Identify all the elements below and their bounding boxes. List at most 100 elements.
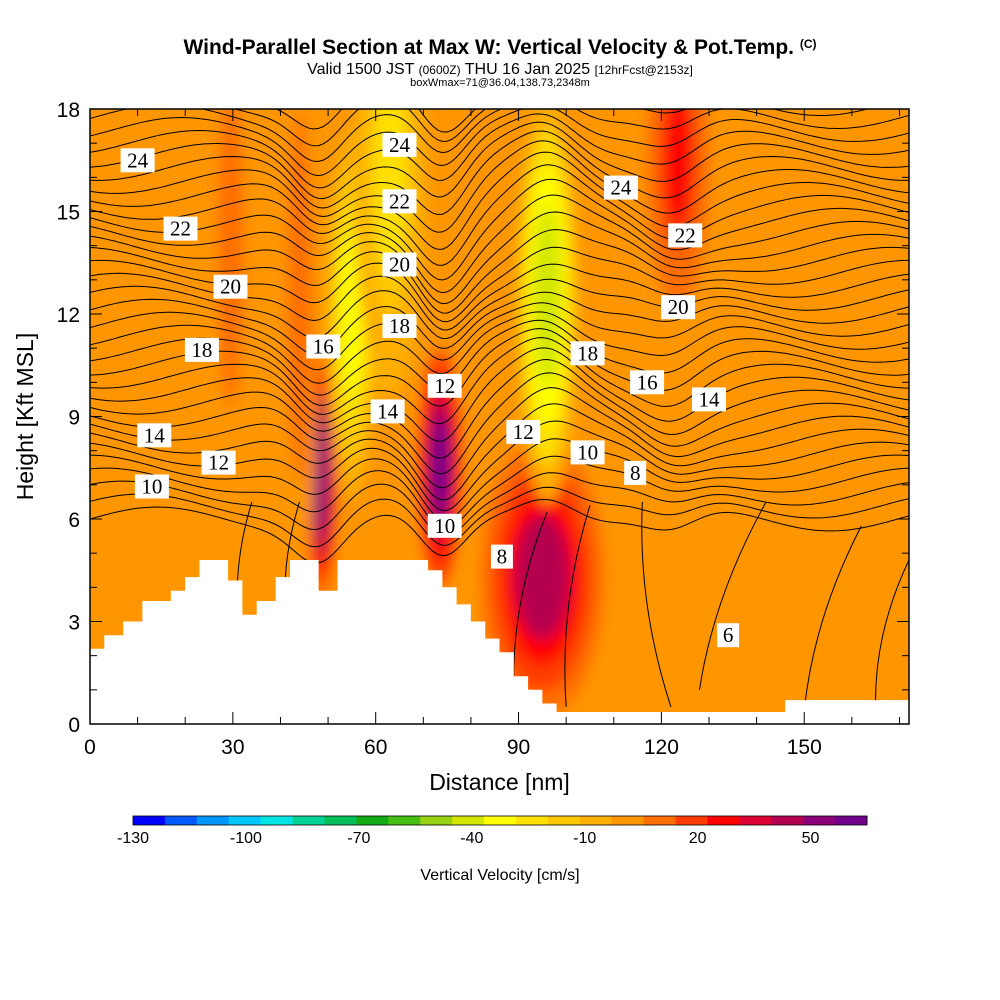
contour-label: 22	[668, 223, 703, 248]
contour-label: 16	[630, 370, 665, 395]
colorbar-swatch	[707, 816, 740, 825]
plot-area: 24 22 20 18 16 14 12 10 24 22 20 18 14 12 12 10 8 24 22 20 1…	[90, 109, 909, 724]
colorbar-label: Vertical Velocity [cm/s]	[420, 867, 579, 884]
contour-label-text: 14	[144, 423, 166, 447]
colorbar-swatch	[835, 816, 868, 825]
colorbar-swatch	[324, 816, 357, 825]
colorbar-swatch	[484, 816, 517, 825]
isentrope-line	[90, 278, 909, 339]
contour-label-text: 12	[513, 420, 534, 444]
contour-label: 12	[427, 373, 462, 398]
colorbar-swatch	[260, 816, 294, 825]
colorbar-swatch	[452, 816, 485, 825]
isentrope-line	[90, 372, 909, 475]
contour-label-text: 14	[699, 387, 721, 411]
contour-label: 24	[120, 148, 155, 173]
y-tick-label: 12	[57, 304, 80, 327]
colorbar-swatch	[356, 816, 389, 825]
colorbar-swatch	[803, 816, 836, 825]
isentrope-line	[698, 501, 767, 690]
colorbar-swatch	[643, 816, 677, 825]
colorbar-tick-label: -40	[460, 830, 483, 847]
contour-label-text: 10	[577, 440, 598, 464]
colorbar-swatch	[611, 816, 645, 825]
contour-label: 8	[490, 544, 513, 569]
velocity-blob-1	[430, 415, 450, 521]
isentrope-line	[90, 113, 909, 189]
contour-label: 16	[306, 334, 341, 359]
contour-label-text: 18	[389, 314, 410, 338]
isentrope-line	[90, 302, 909, 371]
contour-label-text: 12	[434, 374, 455, 398]
isentrope-line	[90, 121, 909, 200]
isentrope-line	[641, 501, 672, 708]
contour-label-text: 10	[434, 514, 455, 538]
isentrope-line	[90, 472, 909, 537]
isentrope-line	[90, 438, 909, 521]
y-tick-label: 18	[57, 99, 80, 122]
axes: 0 30 60 90 120 150 0 3 6 9 12 15 18 Distance [nm] Heig…	[12, 99, 910, 795]
contour-label: 10	[427, 513, 462, 538]
colorbar-swatch	[164, 816, 198, 825]
velocity-blob-5	[291, 165, 308, 429]
contour-label-text: 10	[141, 475, 162, 499]
isentrope-line	[90, 455, 909, 529]
colorbar-swatch	[675, 816, 708, 825]
isentrope-line	[90, 151, 909, 250]
contour-label: 10	[570, 440, 605, 465]
colorbar-tick-label: -70	[347, 830, 370, 847]
chart-title: Wind-Parallel Section at Max W: Vertical…	[183, 36, 817, 59]
contour-label: 20	[213, 274, 248, 299]
x-tick-label: 60	[364, 736, 387, 759]
isentrope-line	[90, 358, 909, 459]
colorbar-swatch	[228, 816, 262, 825]
contour-label-text: 22	[675, 223, 696, 247]
contour-label-text: 16	[313, 335, 334, 359]
velocity-blob-0	[313, 415, 329, 534]
contour-label: 14	[370, 399, 405, 424]
contour-label-text: 20	[389, 253, 410, 277]
colorbar-swatch	[133, 816, 166, 825]
velocity-blob-4	[221, 130, 240, 361]
colorbar-frame	[132, 815, 868, 826]
isentrope-line	[90, 337, 909, 425]
colorbar-swatch	[388, 816, 421, 825]
y-axis-label: Height [Kft MSL]	[12, 333, 38, 500]
valid-time-line: Valid 1500 JST (0600Z) THU 16 Jan 2025 […	[0, 61, 1000, 79]
contour-label: 18	[570, 341, 605, 366]
contour-label-text: 20	[668, 295, 689, 319]
contour-label: 20	[382, 252, 417, 277]
contour-label-text: 24	[610, 176, 632, 200]
contour-label-text: 8	[497, 545, 508, 569]
forecast-info: [12hrFcst@2153z]	[594, 63, 693, 77]
contour-label-text: 8	[630, 461, 641, 485]
y-tick-label: 3	[68, 612, 80, 635]
contour-label-text: 16	[637, 370, 658, 394]
isentrope-line	[90, 319, 909, 396]
colorbar-swatch	[515, 816, 549, 825]
contour-label: 14	[137, 423, 172, 448]
contour-label: 6	[717, 623, 740, 648]
isentrope-line	[90, 229, 909, 314]
colorbar-swatch	[292, 816, 325, 825]
contour-label: 18	[382, 314, 417, 338]
isentrope-line	[90, 328, 909, 407]
isentrope-line	[90, 140, 909, 233]
contour-label-text: 20	[220, 275, 241, 299]
x-tick-label: 120	[644, 736, 679, 759]
isentrope-line	[90, 291, 909, 355]
x-axis-label: Distance [nm]	[429, 769, 570, 795]
isentrope-line	[875, 559, 909, 711]
terrain-mask	[90, 560, 909, 724]
contour-label-text: 6	[723, 623, 734, 647]
y-tick-label: 15	[57, 202, 80, 225]
valid-utc: (0600Z)	[418, 63, 461, 77]
isentrope-line	[90, 194, 909, 294]
isentrope-line	[90, 498, 909, 564]
isentrope-line	[90, 403, 909, 501]
colorbar-swatch	[547, 816, 581, 825]
contour-label-text: 18	[191, 338, 212, 362]
isentrope-line	[90, 486, 909, 548]
colorbar-tick-label: -10	[573, 830, 596, 847]
x-tick-label: 30	[221, 736, 244, 759]
